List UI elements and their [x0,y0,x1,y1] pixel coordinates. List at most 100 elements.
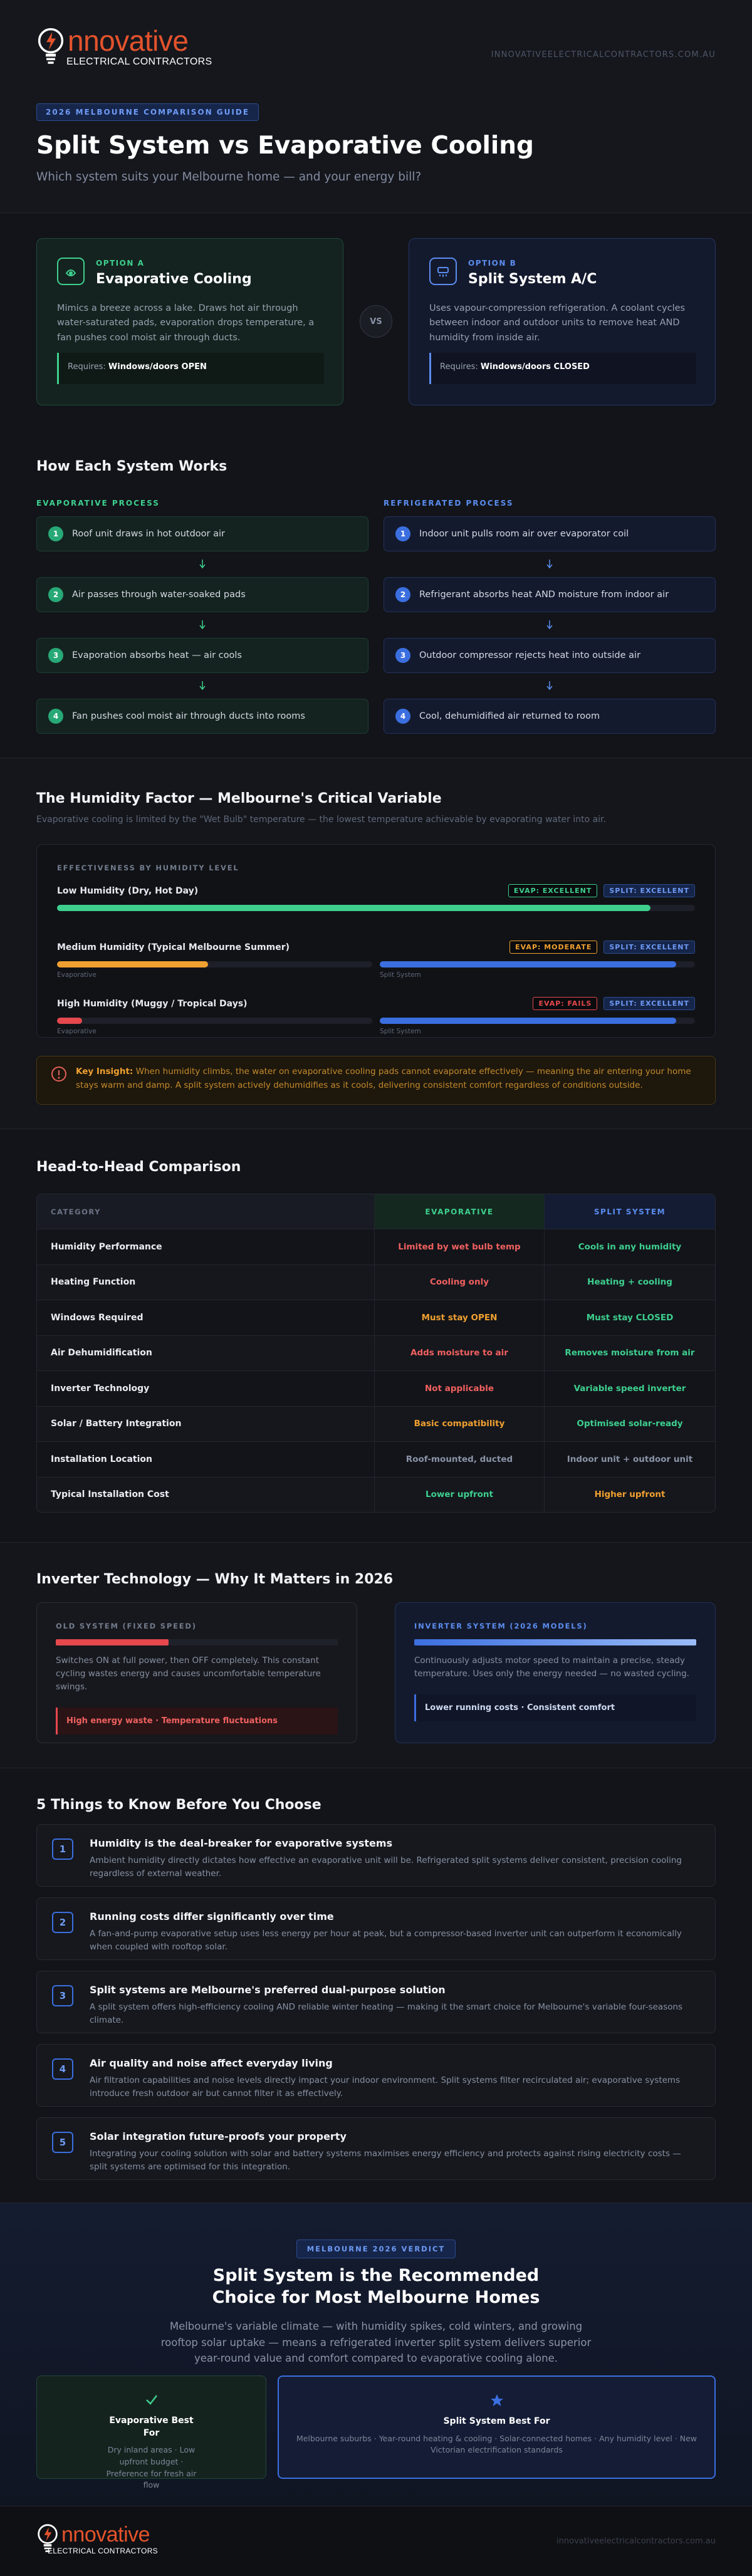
process-label: EVAPORATIVE PROCESS [36,499,160,508]
step-arrow [384,618,716,634]
comparison: Head-to-Head Comparison CATEGORY EVAPORATI… [0,1129,752,1543]
level-name: Medium Humidity (Typical Melbourne Summe… [57,942,290,952]
process-step: 3 Evaporation absorbs heat — air cools [36,638,368,673]
requirement-label: Requires: [440,362,478,372]
evap-cell: Must stay OPEN [374,1300,545,1335]
footer-url: innovativeelectricalcontractors.com.au [556,2537,716,2546]
category-cell: Humidity Performance [51,1241,162,1252]
step-number: 1 [395,526,410,541]
options: OPTION A Evaporative Cooling Mimics a bree… [0,213,752,432]
option-desc: Uses vapour-compression refrigeration. A… [429,303,686,343]
table-row: Air Dehumidification Adds moisture to air… [37,1335,715,1370]
step-text: Air passes through water-soaked pads [72,590,246,600]
tip-number: 3 [52,1985,73,2006]
logo-sub: ELECTRICAL CONTRACTORS [66,56,212,67]
verdict-card: Evaporative Best For Dry inland areas · L… [36,2375,266,2490]
insight-label: Key Insight: [76,1066,133,1077]
tip-title: Air quality and noise affect everyday li… [90,2057,333,2069]
option-title: Split System A/C [468,271,597,287]
evap-cell: Basic compatibility [374,1406,545,1441]
evap-badge: EVAP: FAILS [533,997,598,1010]
step-text: Roof unit draws in hot outdoor air [72,529,225,539]
step-number: 2 [395,587,410,602]
bar [57,1018,83,1024]
humidity-card: EFFECTIVENESS BY HUMIDITY LEVEL Low Humid… [36,844,716,1038]
process-step: 2 Refrigerant absorbs heat AND moisture f… [384,577,716,612]
step-number: 2 [48,587,63,602]
tip-number: 1 [52,1838,73,1860]
tip-item: 5 Solar integration future-proofs your pr… [36,2117,716,2180]
page-title: Split System vs Evaporative Cooling [36,132,534,160]
step-number: 4 [395,709,410,724]
process-step: 3 Outdoor compressor rejects heat into ou… [384,638,716,673]
bulb-base [45,2550,50,2552]
bar [57,905,650,911]
logo: nnovative ELECTRICAL CONTRACTORS [36,26,212,68]
step-arrow-svg [546,681,553,691]
option-card: OPTION B Split System A/C Uses vapour-comp… [409,238,716,405]
category-cell: Air Dehumidification [51,1348,152,1358]
verdict-text: Melbourne's variable climate — with humi… [160,2320,592,2365]
step-number: 3 [48,648,63,663]
bulb-base [45,53,56,57]
bar-track [57,961,372,967]
process-step: 1 Roof unit draws in hot outdoor air [36,516,368,551]
speed-bar [414,1639,696,1645]
category-cell: Windows Required [51,1312,144,1323]
logo-icon [36,2523,59,2556]
step-arrow-svg [199,681,206,691]
speed-bar [56,1639,169,1645]
split-badge: SPLIT: EXCELLENT [603,941,695,954]
insight-icon-svg [51,1066,66,1082]
process-step: 1 Indoor unit pulls room air over evapora… [384,516,716,551]
bar-label: Evaporative [57,1028,97,1035]
level-badges: EVAP: EXCELLENT SPLIT: EXCELLENT [508,884,695,897]
process-step: 4 Cool, dehumidified air returned to room [384,699,716,734]
split-cell: Cools in any humidity [578,1241,682,1252]
step-text: Fan pushes cool moist air through ducts … [72,711,305,721]
tip-item: 1 Humidity is the deal-breaker for evapor… [36,1824,716,1887]
table-row: Typical Installation Cost Lower upfront Hi… [37,1476,715,1512]
tip-text: Ambient humidity directly dictates how e… [90,1855,682,1879]
tip-number: 4 [52,2058,73,2080]
tip-text: Integrating your cooling solution with s… [90,2149,681,2172]
tip-item: 4 Air quality and noise affect everyday l… [36,2044,716,2107]
section-subtitle: Evaporative cooling is limited by the "W… [36,815,606,825]
card-icon-svg [490,2394,503,2406]
step-text: Cool, dehumidified air returned to room [419,711,600,721]
logo-text: nnovative ELECTRICAL CONTRACTORS [48,2524,158,2555]
tip-text: A fan-and-pump evaporative setup uses le… [90,1929,682,1952]
section-title: How Each System Works [36,459,227,474]
section-title: Head-to-Head Comparison [36,1159,241,1175]
step-arrow [36,558,368,573]
step-number: 3 [395,648,410,663]
category-cell: Typical Installation Cost [51,1489,169,1500]
step-arrow [36,679,368,694]
verdict-badge: MELBOURNE 2026 VERDICT [296,2240,456,2258]
evap-cell: Cooling only [374,1265,545,1300]
card-note: High energy waste · Temperature fluctuat… [56,1707,338,1734]
level-badges: EVAP: FAILS SPLIT: EXCELLENT [533,997,695,1010]
insight-text: When humidity climbs, the water on evapo… [76,1066,691,1090]
option-icon [429,258,457,285]
tip-text: Air filtration capabilities and noise le… [90,2075,681,2099]
header-cell: SPLIT SYSTEM [545,1194,715,1229]
option-icon [57,258,85,285]
option-requirement: Requires: Windows/doors OPEN [57,353,324,384]
card-icon [144,2392,159,2410]
page-subtitle: Which system suits your Melbourne home —… [36,170,422,184]
card-desc: Continuously adjusts motor speed to main… [414,1656,689,1679]
header-cell: EVAPORATIVE [374,1194,545,1229]
split-cell: Variable speed inverter [573,1383,686,1394]
card-desc: Switches ON at full power, then OFF comp… [56,1656,321,1692]
step-text: Refrigerant absorbs heat AND moisture fr… [419,590,669,600]
things: 5 Things to Know Before You Choose 1 Humid… [0,1768,752,2203]
step-arrow-svg [546,560,553,569]
level-name: High Humidity (Muggy / Tropical Days) [57,999,248,1009]
level-name: Low Humidity (Dry, Hot Day) [57,886,199,896]
step-number: 4 [48,709,63,724]
header-cell: CATEGORY [51,1207,101,1216]
split-cell: Must stay CLOSED [586,1312,674,1323]
card-title: Evaporative Best For [109,2416,194,2438]
